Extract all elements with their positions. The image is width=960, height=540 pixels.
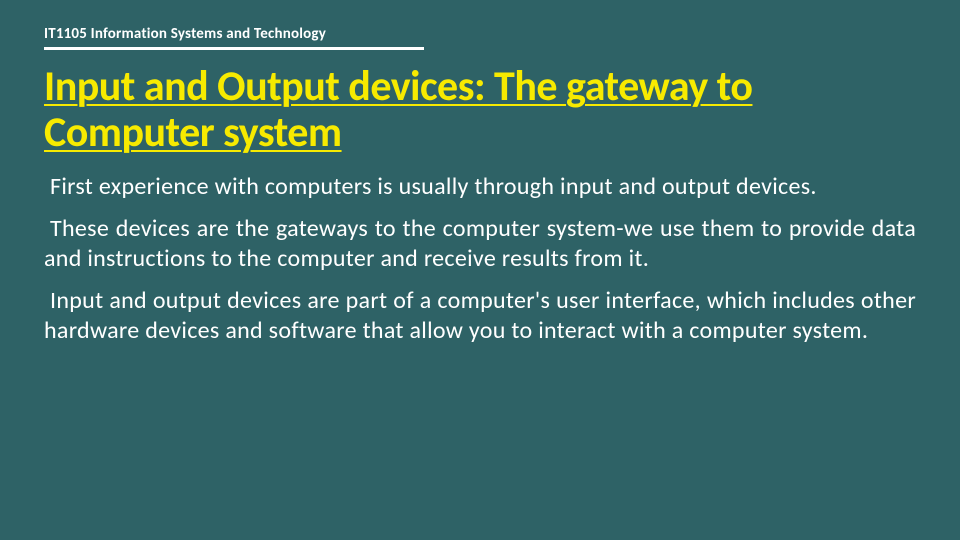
course-header: IT1105 Information Systems and Technolog…: [44, 25, 424, 50]
slide-title: Input and Output devices: The gateway to…: [44, 64, 916, 156]
paragraph-1: First experience with computers is usual…: [44, 172, 916, 202]
paragraph-3: Input and output devices are part of a c…: [44, 286, 916, 346]
body-content: First experience with computers is usual…: [44, 172, 916, 346]
paragraph-2: These devices are the gateways to the co…: [44, 214, 916, 274]
